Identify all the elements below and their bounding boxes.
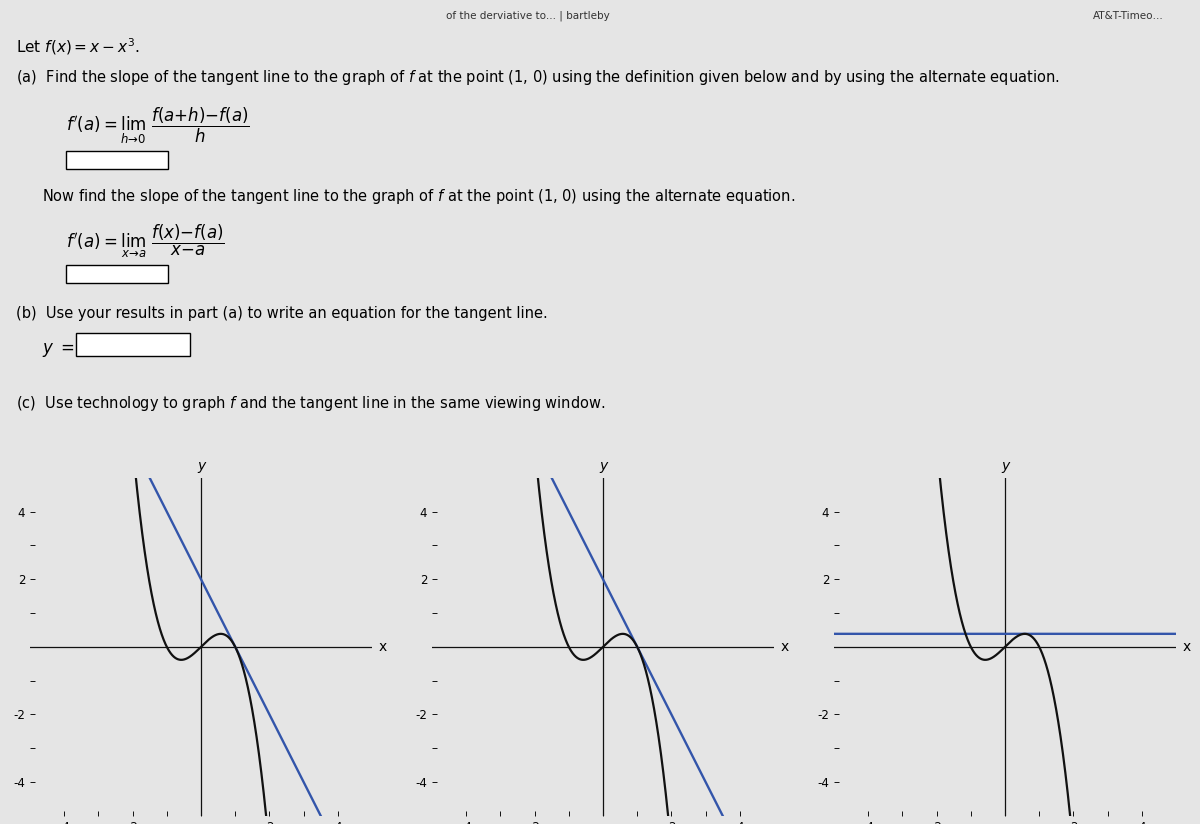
Text: x: x [379,640,388,653]
Text: (a)  Find the slope of the tangent line to the graph of $f$ at the point (1, 0) : (a) Find the slope of the tangent line t… [16,68,1060,87]
Text: (b)  Use your results in part (a) to write an equation for the tangent line.: (b) Use your results in part (a) to writ… [16,306,547,321]
Text: AT&T-Timeo…: AT&T-Timeo… [1093,11,1164,21]
Text: x: x [1183,640,1192,653]
Text: $y\ =$: $y\ =$ [42,341,76,358]
Text: y: y [1001,459,1009,473]
Text: Now find the slope of the tangent line to the graph of $f$ at the point (1, 0) u: Now find the slope of the tangent line t… [42,187,796,206]
Text: $f'(a) = \lim_{h \to 0}\ \dfrac{f(a+h)-f(a)}{h}$: $f'(a) = \lim_{h \to 0}\ \dfrac{f(a+h)-f… [66,105,250,146]
Text: y: y [197,459,205,473]
Text: Let $f(x) = x - x^3$.: Let $f(x) = x - x^3$. [16,35,139,57]
Bar [76,334,190,356]
Bar [66,265,168,283]
Text: (c)  Use technology to graph $f$ and the tangent line in the same viewing window: (c) Use technology to graph $f$ and the … [16,395,605,414]
Text: y: y [599,459,607,473]
Text: of the derviative to... | bartleby: of the derviative to... | bartleby [446,11,610,21]
Text: x: x [781,640,790,653]
Text: $f'(a) = \lim_{x \to a}\ \dfrac{f(x)-f(a)}{x-a}$: $f'(a) = \lim_{x \to a}\ \dfrac{f(x)-f(a… [66,222,224,260]
Bar [66,151,168,169]
